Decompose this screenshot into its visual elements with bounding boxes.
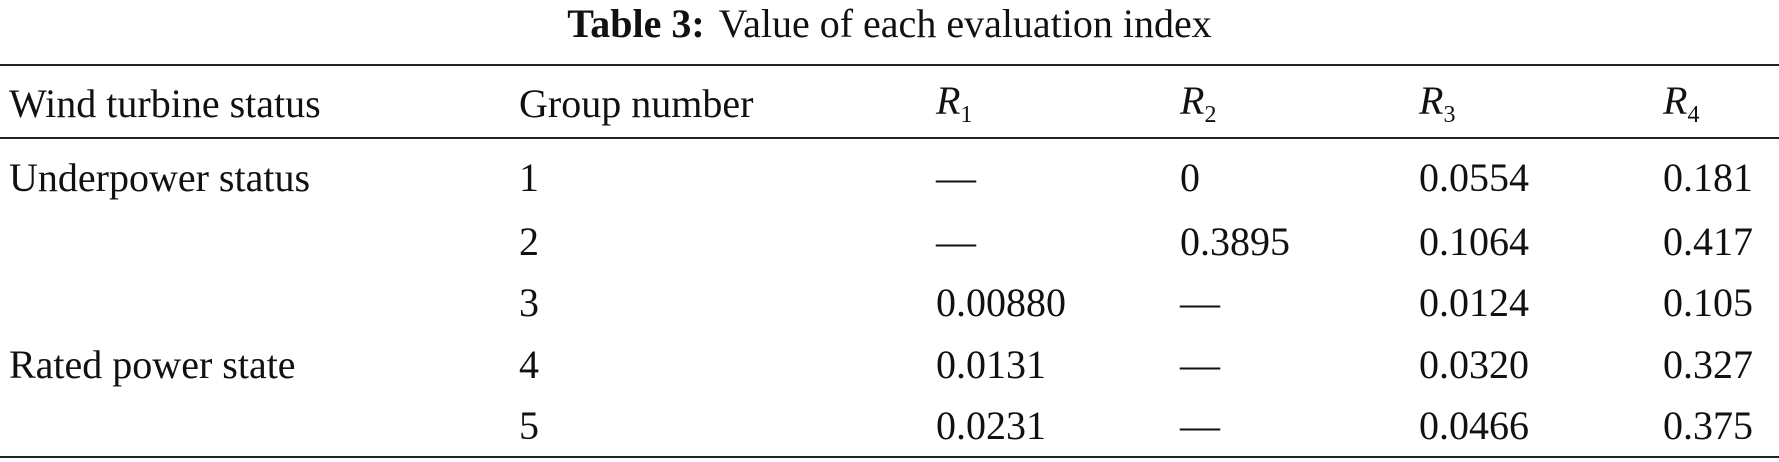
top-rule	[0, 64, 1779, 66]
cell: 0.0554	[1419, 155, 1529, 200]
cell: 0.0466	[1419, 403, 1529, 448]
cell: 0.417	[1663, 219, 1753, 264]
cell: 2	[519, 219, 539, 264]
column-header: R4	[1663, 78, 1700, 128]
header-rule	[0, 137, 1779, 139]
column-header: R1	[936, 78, 973, 128]
cell: —	[1180, 403, 1220, 448]
cell: Underpower status	[9, 155, 311, 200]
cell: —	[936, 219, 976, 264]
header-symbol: R	[1180, 78, 1205, 123]
cell: —	[936, 155, 976, 200]
cell: 0.0131	[936, 342, 1046, 387]
caption-text: Value of each evaluation index	[718, 1, 1212, 46]
cell: 0.00880	[936, 280, 1066, 325]
cell: —	[1180, 280, 1220, 325]
header-subscript: 1	[960, 102, 973, 128]
cell: 0.0231	[936, 403, 1046, 448]
cell: 0	[1180, 155, 1200, 200]
cell: Rated power state	[9, 342, 296, 387]
header-subscript: 3	[1443, 102, 1456, 128]
header-symbol: R	[1663, 78, 1688, 123]
cell: 3	[519, 280, 539, 325]
cell: 0.0124	[1419, 280, 1529, 325]
bottom-rule	[0, 456, 1779, 458]
header-symbol: R	[936, 78, 961, 123]
cell: 0.105	[1663, 280, 1753, 325]
cell: 0.3895	[1180, 219, 1290, 264]
cell: 0.0320	[1419, 342, 1529, 387]
column-header: Group number	[519, 81, 754, 126]
cell: 4	[519, 342, 539, 387]
cell: 0.181	[1663, 155, 1753, 200]
caption-label: Table 3:	[567, 1, 705, 46]
caption: Table 3: Value of each evaluation index	[0, 4, 1779, 44]
header-subscript: 2	[1204, 102, 1217, 128]
cell: 5	[519, 403, 539, 448]
column-header: R3	[1419, 78, 1456, 128]
cell: —	[1180, 342, 1220, 387]
cell: 0.375	[1663, 403, 1753, 448]
header-subscript: 4	[1687, 102, 1700, 128]
column-header: R2	[1180, 78, 1217, 128]
cell: 0.1064	[1419, 219, 1529, 264]
cell: 1	[519, 155, 539, 200]
column-header: Wind turbine status	[9, 81, 321, 126]
cell: 0.327	[1663, 342, 1753, 387]
header-symbol: R	[1419, 78, 1444, 123]
